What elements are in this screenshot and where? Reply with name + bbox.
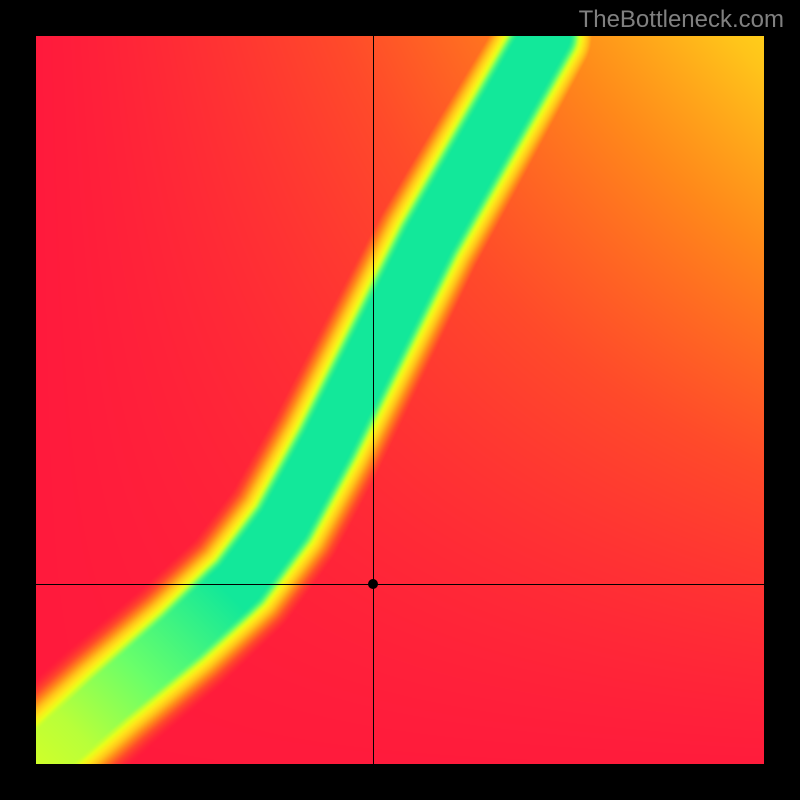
watermark-text: TheBottleneck.com [579,6,784,34]
heatmap-canvas [36,36,764,764]
chart-container: TheBottleneck.com [0,0,800,800]
crosshair-horizontal [36,584,764,585]
crosshair-vertical [373,36,374,764]
